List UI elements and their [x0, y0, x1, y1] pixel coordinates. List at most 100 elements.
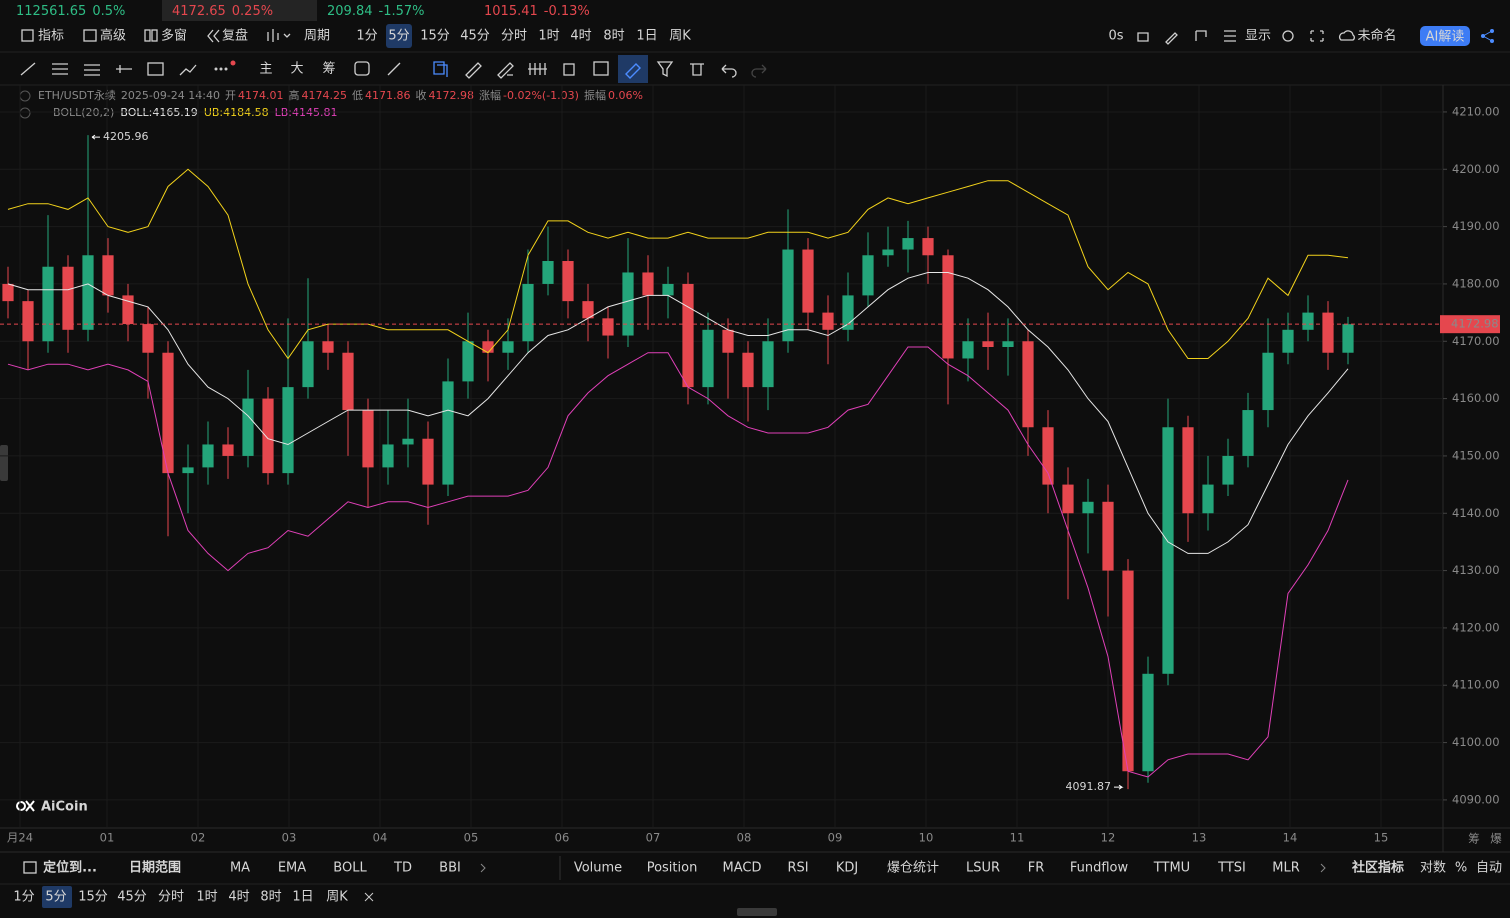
- drawing-icons: [20, 55, 767, 83]
- indicator-button[interactable]: Volume: [574, 861, 622, 876]
- ticker-item[interactable]: 112561.65 0.5%: [16, 4, 125, 19]
- ticker-change: 0.5%: [92, 4, 125, 19]
- period-tab[interactable]: 1分: [13, 890, 34, 905]
- indicator-button[interactable]: MA: [230, 861, 250, 876]
- info-label: ETH/USDT永续: [38, 88, 116, 102]
- candle-body: [622, 272, 634, 336]
- indicator-button[interactable]: %: [1455, 861, 1467, 876]
- toolbar-right[interactable]: 显示: [1245, 29, 1271, 44]
- bottom-handle[interactable]: [737, 908, 777, 916]
- indicator-button[interactable]: TD: [393, 861, 412, 876]
- candle-body: [642, 272, 654, 296]
- side-handle[interactable]: [0, 445, 8, 481]
- indicator-button[interactable]: 爆仓统计: [887, 861, 939, 876]
- candle-body: [322, 341, 334, 353]
- toolbar-right[interactable]: 0s: [1108, 29, 1123, 44]
- toolbar-button[interactable]: 指标: [38, 29, 64, 44]
- indicator-button[interactable]: BOLL: [333, 861, 367, 876]
- indicator-button[interactable]: LSUR: [966, 861, 1000, 876]
- period-button[interactable]: 1时: [538, 29, 559, 44]
- indicator-button[interactable]: TTSI: [1217, 861, 1246, 876]
- candle-body: [1082, 501, 1094, 514]
- last-price-tag: [1440, 315, 1500, 334]
- candle-body: [1002, 341, 1014, 347]
- period-tab[interactable]: 5分: [45, 890, 66, 905]
- ai-button[interactable]: AI解读: [1426, 30, 1465, 45]
- candle-body: [1302, 312, 1314, 330]
- axis-corner[interactable]: 爆: [1490, 832, 1502, 846]
- period-button[interactable]: 4时: [570, 29, 591, 44]
- period-button[interactable]: 5分: [388, 29, 409, 44]
- toolbar-button[interactable]: 周期: [304, 29, 330, 44]
- legend-item: UB:4184.58: [204, 106, 269, 119]
- indicator-button[interactable]: TTMU: [1153, 861, 1190, 876]
- close-icon[interactable]: [364, 892, 374, 902]
- period-tab[interactable]: 45分: [117, 890, 147, 905]
- candle-body: [682, 283, 694, 388]
- x-tick-label: 11: [1010, 831, 1025, 845]
- info-label: 高: [289, 88, 300, 102]
- period-button[interactable]: 15分: [420, 29, 450, 44]
- info-label: 2025-09-24 14:40: [121, 89, 220, 102]
- info-line: ETH/USDT永续 2025-09-24 14:40 开 4174.01 高 4174.…: [38, 88, 643, 102]
- period-button[interactable]: 45分: [460, 29, 490, 44]
- indicator-button[interactable]: Position: [647, 861, 698, 876]
- min-label: 4091.87: [1066, 780, 1112, 793]
- indicator-button[interactable]: 对数: [1420, 861, 1446, 876]
- y-tick-label: 4170.00: [1452, 334, 1500, 348]
- period-button[interactable]: 1日: [636, 29, 657, 44]
- indicator-button[interactable]: BBI: [439, 861, 461, 876]
- indicator-button[interactable]: MACD: [723, 861, 762, 876]
- scroll-arrow: [480, 863, 1326, 873]
- period-button[interactable]: 8时: [603, 29, 624, 44]
- candle-body: [422, 438, 434, 485]
- info-value: -0.02%(-1.03): [503, 89, 579, 102]
- period-button[interactable]: 分时: [501, 29, 527, 44]
- drawing-tool[interactable]: 大: [290, 62, 303, 77]
- indicator-button[interactable]: RSI: [787, 861, 808, 876]
- indicator-button[interactable]: 社区指标: [1351, 860, 1404, 876]
- y-tick-label: 4120.00: [1452, 620, 1500, 634]
- toolbar-icons: [21, 24, 1494, 48]
- indicator-button[interactable]: MLR: [1272, 861, 1300, 876]
- candle-body: [782, 249, 794, 342]
- candle-body: [22, 301, 34, 342]
- watermark: AiCoin: [41, 800, 88, 815]
- indicator-button[interactable]: 日期范围: [129, 860, 181, 876]
- period-tab[interactable]: 1日: [292, 890, 313, 905]
- ticker-item[interactable]: 4172.65 0.25%: [172, 4, 273, 19]
- x-tick-label: 15: [1374, 831, 1389, 845]
- candle-body: [702, 329, 714, 388]
- indicator-button[interactable]: EMA: [278, 861, 306, 876]
- indicator-button[interactable]: 定位到...: [42, 860, 97, 876]
- period-button[interactable]: 周K: [669, 29, 691, 44]
- drawing-tool[interactable]: 主: [259, 62, 272, 77]
- indicator-button[interactable]: KDJ: [836, 861, 858, 876]
- x-tick-label: 06: [555, 831, 570, 845]
- period-button[interactable]: 1分: [356, 29, 377, 44]
- toolbar-right[interactable]: 未命名: [1357, 28, 1396, 44]
- drawing-tool[interactable]: 筹: [322, 61, 335, 77]
- candle-body: [302, 341, 314, 388]
- indicator-button[interactable]: 自动: [1476, 861, 1502, 876]
- x-tick-label: 03: [282, 831, 297, 845]
- period-tab[interactable]: 8时: [260, 890, 281, 905]
- period-tab[interactable]: 分时: [158, 890, 184, 905]
- indicator-button[interactable]: FR: [1028, 861, 1045, 876]
- ticker-item[interactable]: 209.84 -1.57%: [327, 4, 425, 19]
- y-tick-label: 4130.00: [1452, 563, 1500, 577]
- toolbar-button[interactable]: 复盘: [222, 28, 248, 44]
- toolbar-button[interactable]: 多窗: [161, 28, 187, 44]
- period-tab[interactable]: 15分: [78, 890, 108, 905]
- ticker-item[interactable]: 1015.41 -0.13%: [484, 4, 590, 19]
- toolbar-button[interactable]: 高级: [100, 28, 126, 44]
- candle-body: [222, 444, 234, 456]
- axis-corner[interactable]: 筹: [1468, 832, 1480, 846]
- bottom-icons: [23, 861, 72, 908]
- period-tab[interactable]: 4时: [228, 890, 249, 905]
- period-tab[interactable]: 周K: [326, 890, 348, 905]
- period-tab[interactable]: 1时: [196, 890, 217, 905]
- indicator-button[interactable]: Fundflow: [1070, 861, 1129, 876]
- x-tick-label: 13: [1192, 831, 1207, 845]
